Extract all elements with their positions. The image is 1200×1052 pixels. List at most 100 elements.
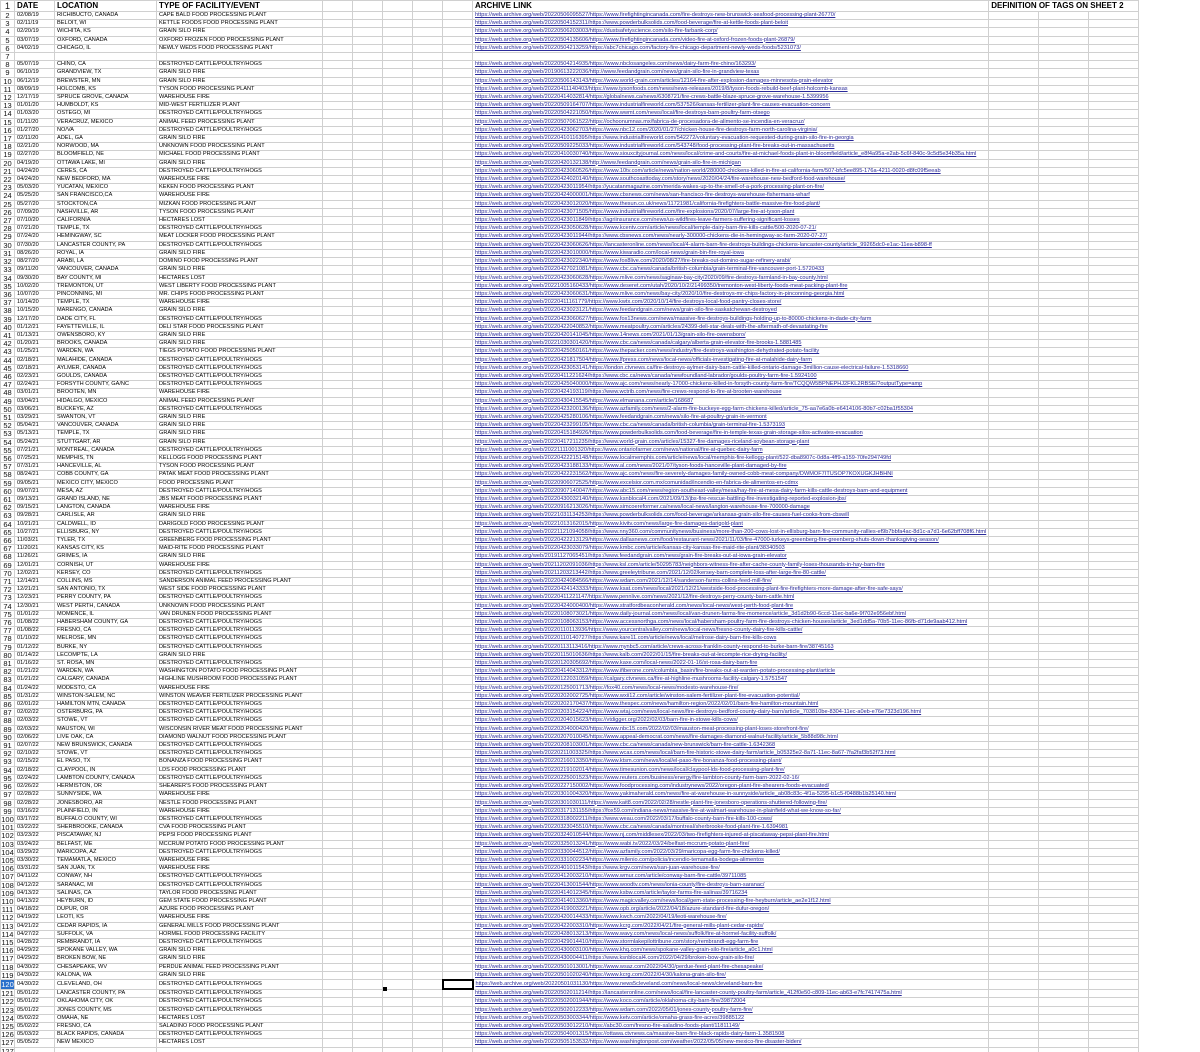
empty-cell[interactable] <box>442 642 473 652</box>
empty-cell[interactable] <box>1038 921 1090 931</box>
empty-cell[interactable] <box>988 224 1040 234</box>
row-number[interactable]: 127 <box>0 1038 15 1048</box>
location-cell[interactable]: WARDEN, WA <box>54 667 157 677</box>
empty-cell[interactable] <box>1088 634 1140 644</box>
archive-link-cell[interactable]: https://web.archive.org/web/202204120032… <box>471 872 990 882</box>
archive-link-cell[interactable]: https://web.archive.org/web/202205020112… <box>471 988 990 999</box>
date-cell[interactable]: 08/09/19 <box>14 84 55 95</box>
empty-cell[interactable] <box>382 265 413 275</box>
empty-cell[interactable] <box>352 478 383 488</box>
type-cell[interactable]: DESTROYED CATTLE/POULTRY/HOGS <box>156 224 323 234</box>
empty-cell[interactable] <box>352 782 383 792</box>
type-cell[interactable]: WAREHOUSE FIRE <box>156 191 323 201</box>
empty-cell[interactable] <box>1088 396 1140 406</box>
empty-cell[interactable] <box>442 248 473 259</box>
archive-link-cell[interactable]: https://web.archive.org/web/202204230506… <box>471 224 990 234</box>
location-cell[interactable]: WICHITA, KS <box>54 27 157 37</box>
type-cell[interactable]: MICHAEL FOOD PROCESSING PLANT <box>156 150 323 160</box>
row-number[interactable]: 34 <box>0 273 15 283</box>
empty-cell[interactable] <box>442 478 473 488</box>
empty-cell[interactable] <box>1088 322 1140 332</box>
empty-cell[interactable] <box>322 150 353 160</box>
empty-cell[interactable] <box>988 60 1040 70</box>
empty-cell[interactable] <box>322 577 353 587</box>
empty-cell[interactable] <box>382 314 413 324</box>
location-cell[interactable]: DUPUR, OR <box>54 905 157 915</box>
location-cell[interactable]: MEMPHIS, TN <box>54 453 157 464</box>
location-cell[interactable]: LEOTI, KS <box>54 913 157 923</box>
date-cell[interactable]: 01/21/22 <box>14 675 55 685</box>
empty-cell[interactable] <box>322 322 353 332</box>
empty-cell[interactable] <box>1088 289 1140 300</box>
archive-link-cell[interactable]: https://web.archive.org/web/202205042210… <box>471 109 990 119</box>
empty-cell[interactable] <box>412 429 443 439</box>
empty-cell[interactable] <box>322 905 353 915</box>
empty-cell[interactable] <box>412 527 443 538</box>
date-cell[interactable]: 03/29/21 <box>14 412 55 423</box>
date-cell[interactable]: 03/07/19 <box>14 35 55 45</box>
empty-cell[interactable] <box>412 552 443 562</box>
empty-cell[interactable] <box>1088 1013 1140 1023</box>
type-cell[interactable]: WEST SIDE FOOD PROCESSING PLANT <box>156 585 323 595</box>
row-number[interactable]: 84 <box>0 683 15 693</box>
type-cell[interactable]: DESTROYED CATTLE/POULTRY/HOGS <box>156 741 323 751</box>
row-number[interactable]: 28 <box>0 224 15 234</box>
empty-cell[interactable] <box>1038 741 1090 751</box>
empty-cell[interactable] <box>442 125 473 136</box>
row-number[interactable]: 58 <box>0 470 15 480</box>
row-number[interactable]: 54 <box>0 437 15 447</box>
location-cell[interactable]: BLOOMFIELD, NE <box>54 150 157 160</box>
empty-cell[interactable] <box>322 60 353 70</box>
row-number[interactable]: 87 <box>0 708 15 718</box>
empty-cell[interactable] <box>988 494 1040 505</box>
empty-cell[interactable] <box>322 667 353 677</box>
row-number[interactable]: 20 <box>0 158 15 168</box>
empty-cell[interactable] <box>442 339 473 349</box>
empty-cell[interactable] <box>442 273 473 283</box>
row-number[interactable]: 105 <box>0 855 15 866</box>
empty-cell[interactable] <box>412 847 443 857</box>
empty-cell[interactable] <box>322 175 353 185</box>
location-cell[interactable]: OKLAHOMA CITY, OK <box>54 997 157 1007</box>
date-cell[interactable]: 05/01/22 <box>14 997 55 1007</box>
empty-cell[interactable] <box>442 970 473 981</box>
location-cell[interactable]: GRIMES, IA <box>54 552 157 562</box>
type-cell[interactable]: WISCONSIN RIVER MEAT FOOD PROCESSING PLA… <box>156 724 323 734</box>
empty-cell[interactable] <box>322 183 353 193</box>
date-cell[interactable]: 04/30/22 <box>14 979 55 990</box>
empty-cell[interactable] <box>1088 732 1140 743</box>
empty-cell[interactable] <box>412 642 443 652</box>
empty-cell[interactable] <box>988 896 1040 907</box>
location-cell[interactable]: JONESBORO, AR <box>54 798 157 808</box>
empty-cell[interactable] <box>988 888 1040 898</box>
empty-cell[interactable] <box>1038 142 1090 152</box>
empty-cell[interactable] <box>988 1046 1040 1052</box>
location-cell[interactable]: STUTTGART, AR <box>54 437 157 447</box>
empty-cell[interactable] <box>1088 330 1140 341</box>
empty-cell[interactable] <box>382 175 413 185</box>
empty-cell[interactable] <box>322 954 353 964</box>
empty-cell[interactable] <box>352 52 383 62</box>
empty-cell[interactable] <box>382 19 413 29</box>
row-number[interactable]: 71 <box>0 577 15 587</box>
date-cell[interactable]: 09/28/21 <box>14 511 55 521</box>
location-cell[interactable]: LAMBTON COUNTY, CANADA <box>54 773 157 784</box>
empty-cell[interactable] <box>1038 503 1090 513</box>
archive-link-cell[interactable]: https://web.archive.org/web/202204250501… <box>471 347 990 357</box>
empty-cell[interactable] <box>352 560 383 570</box>
empty-cell[interactable] <box>1038 216 1090 226</box>
empty-cell[interactable] <box>988 43 1040 54</box>
row-number[interactable]: 92 <box>0 749 15 759</box>
empty-cell[interactable] <box>412 404 443 414</box>
empty-cell[interactable] <box>382 339 413 349</box>
archive-link-cell[interactable]: https://web.archive.org/web/202211110013… <box>471 445 990 455</box>
empty-cell[interactable] <box>1038 790 1090 800</box>
empty-cell[interactable] <box>412 314 443 324</box>
row-number[interactable]: 13 <box>0 101 15 111</box>
row-number[interactable]: 52 <box>0 421 15 431</box>
empty-cell[interactable] <box>382 1005 413 1015</box>
empty-cell[interactable] <box>352 626 383 636</box>
empty-cell[interactable] <box>442 831 473 841</box>
archive-link-cell[interactable]: https://web.archive.org/web/202204240004… <box>471 601 990 611</box>
empty-cell[interactable] <box>1088 1021 1140 1032</box>
